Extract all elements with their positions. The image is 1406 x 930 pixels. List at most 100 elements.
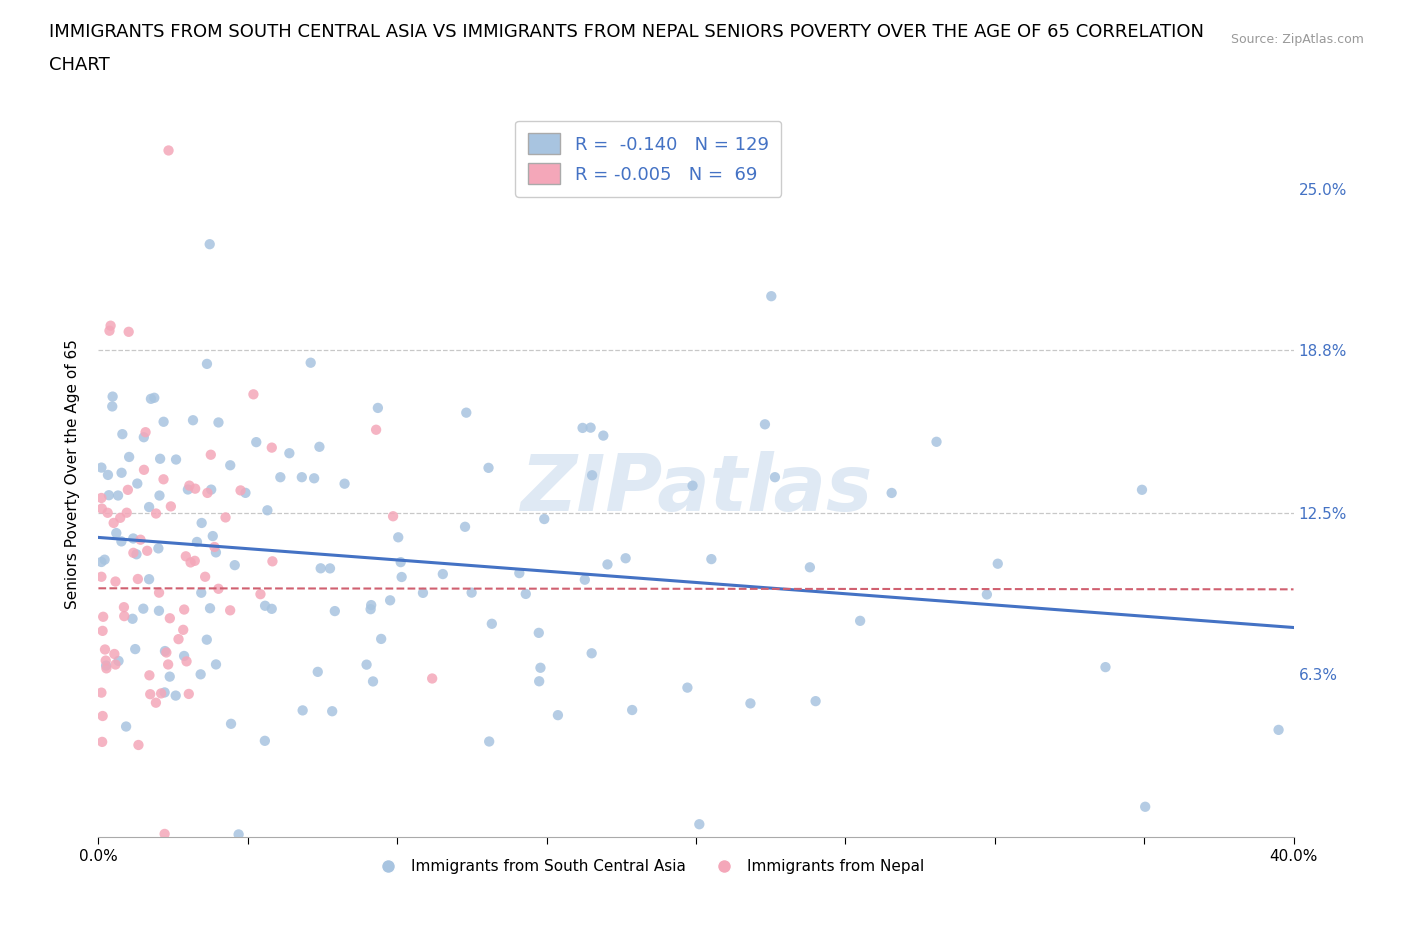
- Point: [207, 415, 229, 430]
- Point: [194, 569, 217, 584]
- Point: [987, 556, 1010, 571]
- Point: [581, 468, 603, 483]
- Point: [173, 602, 195, 617]
- Point: [190, 515, 212, 530]
- Point: [150, 686, 173, 701]
- Point: [205, 657, 228, 671]
- Point: [527, 674, 550, 689]
- Point: [94, 658, 117, 673]
- Point: [205, 545, 228, 560]
- Point: [200, 482, 222, 497]
- Point: [172, 622, 194, 637]
- Point: [180, 555, 202, 570]
- Point: [219, 603, 242, 618]
- Text: CHART: CHART: [49, 56, 110, 73]
- Point: [256, 503, 278, 518]
- Point: [253, 734, 276, 749]
- Point: [308, 439, 330, 454]
- Point: [165, 452, 187, 467]
- Point: [121, 611, 143, 626]
- Point: [219, 716, 242, 731]
- Point: [127, 572, 149, 587]
- Point: [740, 696, 762, 711]
- Point: [91, 623, 114, 638]
- Point: [148, 604, 170, 618]
- Point: [412, 585, 434, 600]
- Point: [547, 708, 569, 723]
- Point: [101, 399, 124, 414]
- Point: [90, 501, 112, 516]
- Point: [138, 668, 160, 683]
- Point: [160, 499, 183, 514]
- Point: [93, 552, 115, 567]
- Point: [90, 685, 112, 700]
- Point: [103, 515, 125, 530]
- Point: [145, 696, 167, 711]
- Point: [387, 530, 409, 545]
- Point: [219, 458, 242, 472]
- Point: [129, 532, 152, 547]
- Point: [176, 654, 198, 669]
- Point: [159, 670, 181, 684]
- Point: [197, 485, 219, 500]
- Point: [804, 694, 827, 709]
- Point: [229, 483, 252, 498]
- Point: [207, 581, 229, 596]
- Point: [761, 288, 783, 303]
- Point: [1094, 659, 1116, 674]
- Point: [508, 565, 530, 580]
- Point: [456, 405, 478, 420]
- Point: [152, 472, 174, 486]
- Point: [122, 545, 145, 560]
- Point: [122, 531, 145, 546]
- Point: [432, 566, 454, 581]
- Point: [302, 471, 325, 485]
- Point: [139, 686, 162, 701]
- Y-axis label: Seniors Poverty Over the Age of 65: Seniors Poverty Over the Age of 65: [65, 339, 80, 609]
- Point: [242, 387, 264, 402]
- Point: [254, 598, 277, 613]
- Point: [849, 614, 872, 629]
- Point: [104, 574, 127, 589]
- Point: [574, 572, 596, 587]
- Point: [136, 543, 159, 558]
- Point: [454, 519, 477, 534]
- Point: [177, 482, 200, 497]
- Point: [190, 667, 212, 682]
- Point: [132, 430, 155, 445]
- Point: [198, 237, 221, 252]
- Point: [152, 415, 174, 430]
- Text: IMMIGRANTS FROM SOUTH CENTRAL ASIA VS IMMIGRANTS FROM NEPAL SENIORS POVERTY OVER: IMMIGRANTS FROM SOUTH CENTRAL ASIA VS IM…: [49, 23, 1204, 41]
- Point: [90, 490, 112, 505]
- Point: [269, 470, 291, 485]
- Point: [115, 719, 138, 734]
- Point: [111, 427, 134, 442]
- Point: [360, 598, 382, 613]
- Point: [153, 644, 176, 658]
- Point: [138, 499, 160, 514]
- Point: [621, 702, 644, 717]
- Point: [105, 525, 128, 540]
- Point: [333, 476, 356, 491]
- Point: [173, 648, 195, 663]
- Point: [132, 462, 155, 477]
- Point: [143, 391, 166, 405]
- Point: [115, 505, 138, 520]
- Point: [319, 561, 342, 576]
- Point: [515, 587, 537, 602]
- Point: [529, 660, 551, 675]
- Point: [976, 587, 998, 602]
- Point: [370, 631, 392, 646]
- Point: [184, 553, 207, 568]
- Point: [195, 356, 218, 371]
- Point: [124, 642, 146, 657]
- Point: [165, 688, 187, 703]
- Point: [360, 602, 382, 617]
- Point: [260, 440, 283, 455]
- Point: [245, 434, 267, 449]
- Point: [138, 572, 160, 587]
- Point: [249, 587, 271, 602]
- Point: [688, 817, 710, 831]
- Point: [98, 324, 121, 339]
- Point: [167, 631, 190, 646]
